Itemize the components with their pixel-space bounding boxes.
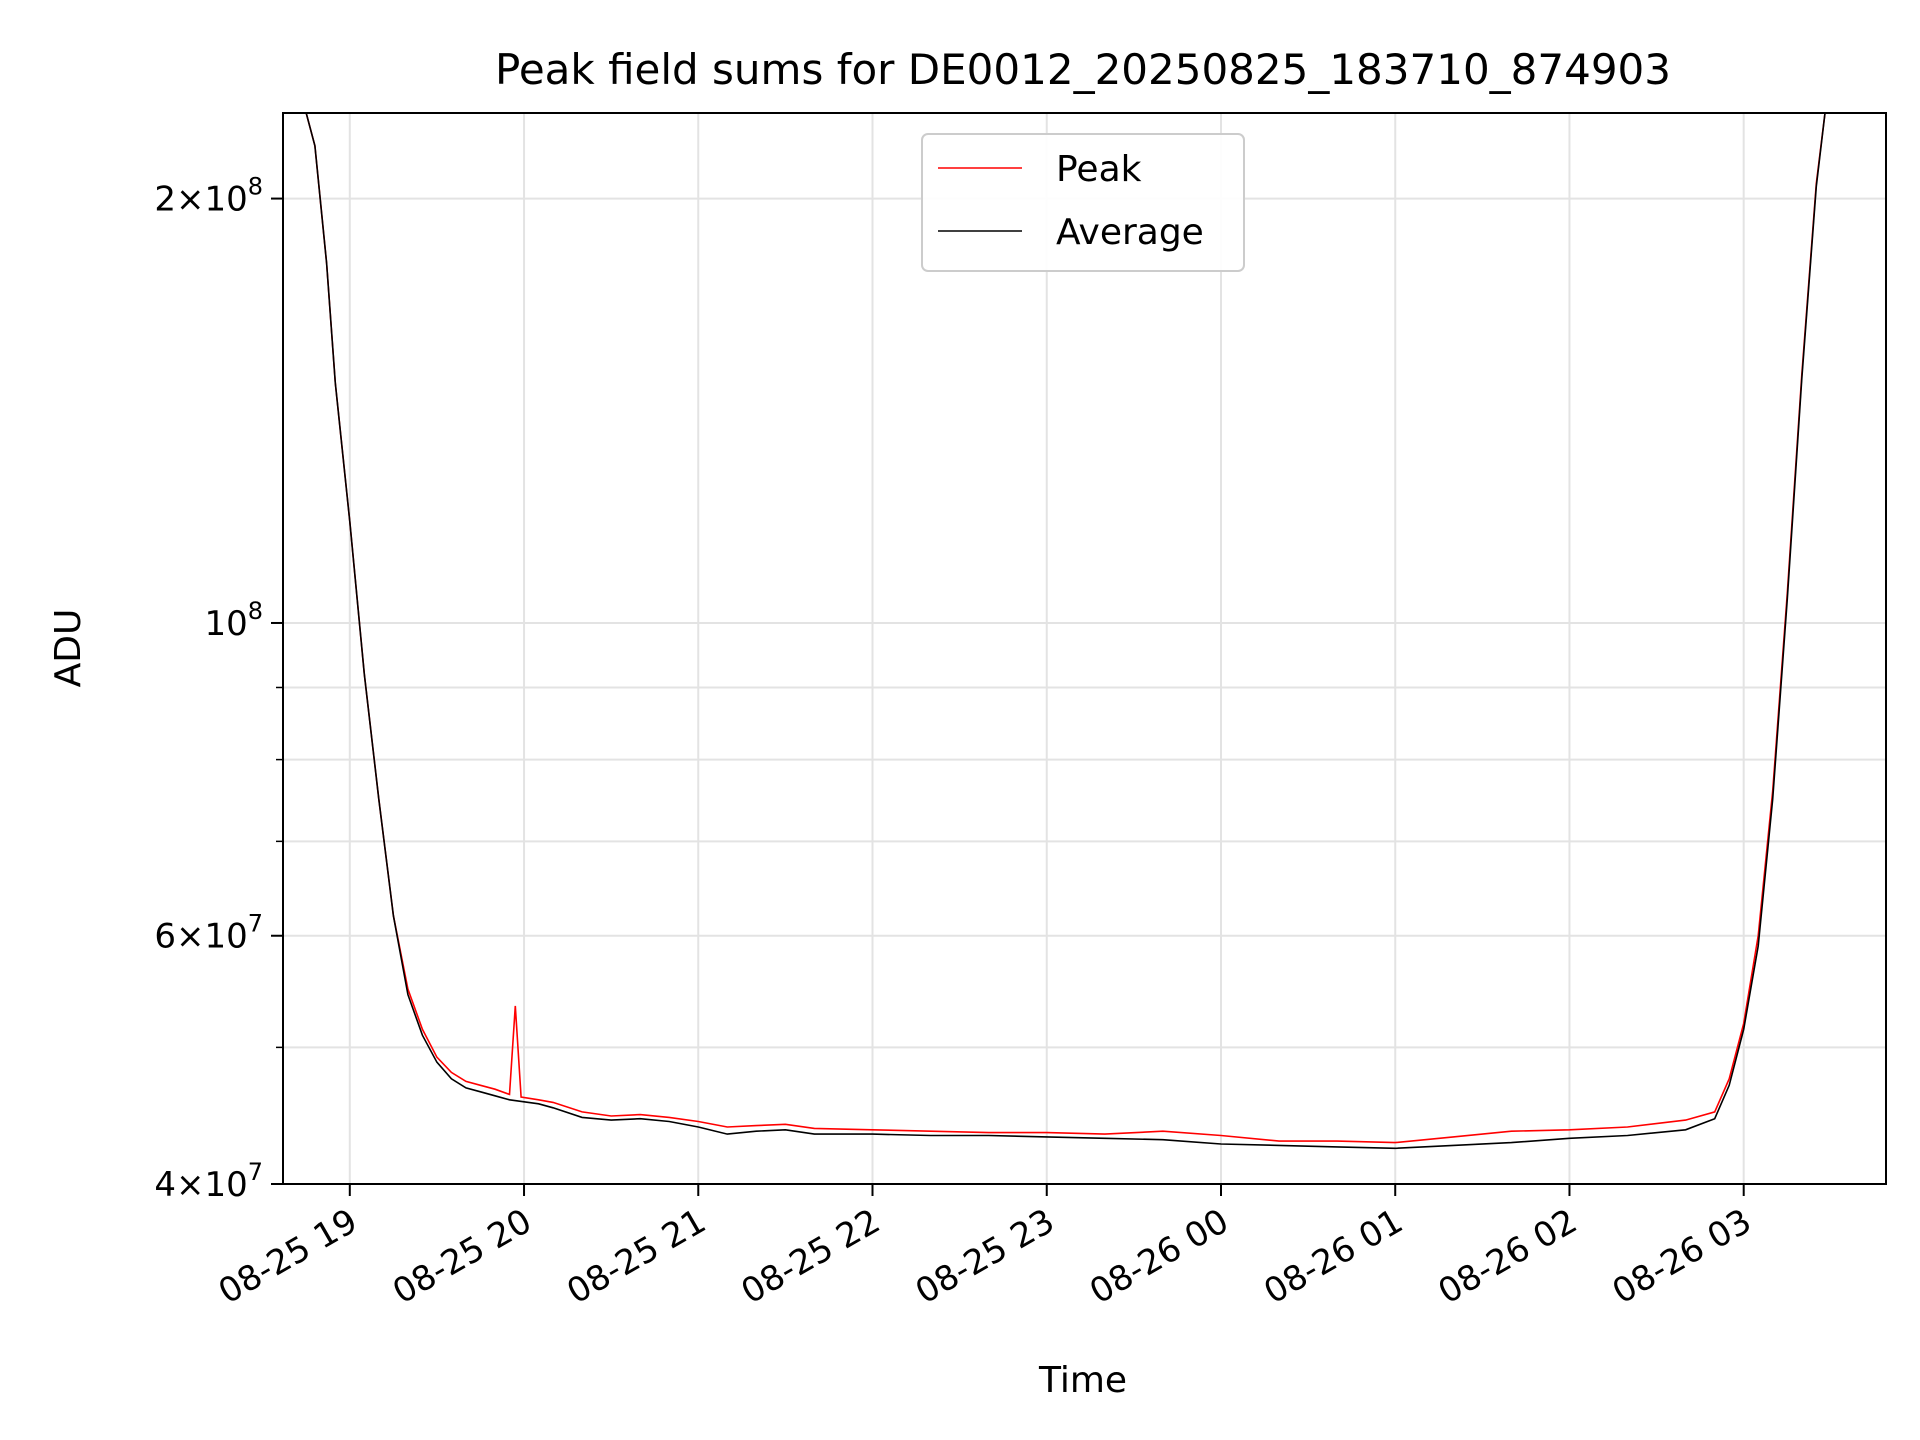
- legend-label-peak: Peak: [1056, 149, 1142, 190]
- chart-title: Peak field sums for DE0012_20250825_1837…: [495, 45, 1671, 94]
- y-tick-label-0: 4×107: [154, 1158, 263, 1205]
- legend-label-average: Average: [1056, 212, 1204, 253]
- y-tick-label-3: 2×108: [154, 173, 263, 220]
- y-tick-label-1: 6×107: [154, 910, 263, 957]
- series-line-average: [305, 113, 1826, 1150]
- series-line-peak: [305, 113, 1826, 1144]
- legend: Peak Average: [921, 133, 1245, 272]
- plot-frame: [282, 112, 1887, 1185]
- series-lines: [305, 113, 1826, 1150]
- x-axis-label: Time: [1038, 1360, 1127, 1401]
- y-tick-label-2: 108: [204, 597, 263, 644]
- y-axis-label: ADU: [48, 609, 89, 688]
